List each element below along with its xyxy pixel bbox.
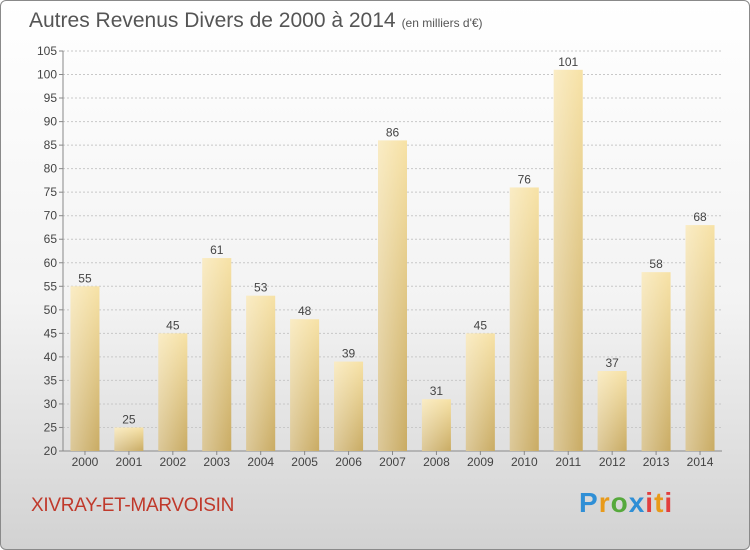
data-label: 45	[166, 318, 180, 332]
chart-title-text: Autres Revenus Divers de 2000 à 2014	[29, 9, 396, 32]
x-tick-label: 2011	[555, 455, 581, 469]
bar-highlight	[158, 333, 188, 451]
data-label: 55	[78, 271, 92, 285]
data-label: 76	[518, 172, 532, 186]
x-tick-label: 2005	[291, 455, 318, 469]
data-label: 48	[298, 304, 312, 318]
y-tick-label: 60	[44, 256, 58, 270]
x-tick-label: 2000	[72, 455, 99, 469]
x-tick-label: 2012	[599, 455, 626, 469]
x-tick-label: 2010	[511, 455, 538, 469]
y-tick-label: 20	[44, 444, 58, 458]
data-label: 61	[210, 243, 224, 257]
bars	[70, 69, 715, 452]
data-label: 31	[430, 384, 444, 398]
y-tick-label: 75	[44, 185, 58, 199]
y-tick-label: 40	[44, 350, 58, 364]
y-tick-label: 70	[44, 209, 58, 223]
bar-highlight	[685, 225, 715, 451]
x-tick-label: 2006	[335, 455, 362, 469]
data-label: 25	[122, 412, 136, 426]
x-tick-label: 2013	[643, 455, 670, 469]
y-tick-label: 100	[37, 68, 57, 82]
bar-highlight	[290, 319, 320, 451]
y-tick-label: 50	[44, 303, 58, 317]
y-tick-label: 85	[44, 138, 58, 152]
x-tick-label: 2001	[116, 455, 143, 469]
x-tick-label: 2007	[379, 455, 406, 469]
x-tick-label: 2014	[687, 455, 714, 469]
y-tick-label: 80	[44, 162, 58, 176]
bar-highlight	[114, 427, 144, 451]
y-tick-label: 65	[44, 232, 58, 246]
y-tick-label: 25	[44, 420, 58, 434]
x-tick-label: 2008	[423, 455, 450, 469]
y-tick-label: 30	[44, 397, 58, 411]
y-tick-label: 45	[44, 326, 58, 340]
chart-title-unit: (en milliers d'€)	[401, 16, 483, 30]
x-tick-label: 2004	[247, 455, 274, 469]
bar-highlight	[378, 140, 407, 452]
data-label: 58	[649, 257, 663, 271]
bar-highlight	[597, 371, 627, 451]
data-label: 45	[474, 318, 488, 332]
bar-highlight	[70, 286, 100, 451]
commune-name: XIVRAY-ET-MARVOISIN	[31, 495, 235, 516]
chart-title: Autres Revenus Divers de 2000 à 2014 (en …	[29, 9, 483, 33]
data-label: 39	[342, 347, 356, 361]
bar-highlight	[509, 187, 539, 451]
x-tick-label: 2003	[203, 455, 230, 469]
y-tick-label: 95	[44, 91, 58, 105]
data-label: 101	[558, 55, 578, 69]
data-label: 37	[605, 356, 619, 370]
labels: 55 2000 25 2001 45 2002 61 2003 53 2004 48 2005 39 20…	[72, 55, 714, 469]
bar-highlight	[465, 333, 495, 451]
bar-highlight	[421, 399, 451, 451]
bar-highlight	[553, 69, 583, 451]
x-tick-label: 2002	[159, 455, 186, 469]
y-tick-label: 35	[44, 373, 58, 387]
bar-highlight	[334, 361, 364, 451]
y-tick-label: 55	[44, 279, 58, 293]
x-tick-label: 2009	[467, 455, 494, 469]
data-label: 86	[386, 125, 400, 139]
y-tick-label: 90	[44, 115, 58, 129]
data-label: 68	[693, 210, 707, 224]
data-label: 53	[254, 281, 268, 295]
bar-highlight	[202, 258, 232, 451]
y-tick-label: 105	[37, 44, 57, 58]
bar-highlight	[246, 295, 276, 451]
bar-highlight	[641, 272, 671, 451]
proxiti-logo: Proxiti	[579, 487, 674, 518]
